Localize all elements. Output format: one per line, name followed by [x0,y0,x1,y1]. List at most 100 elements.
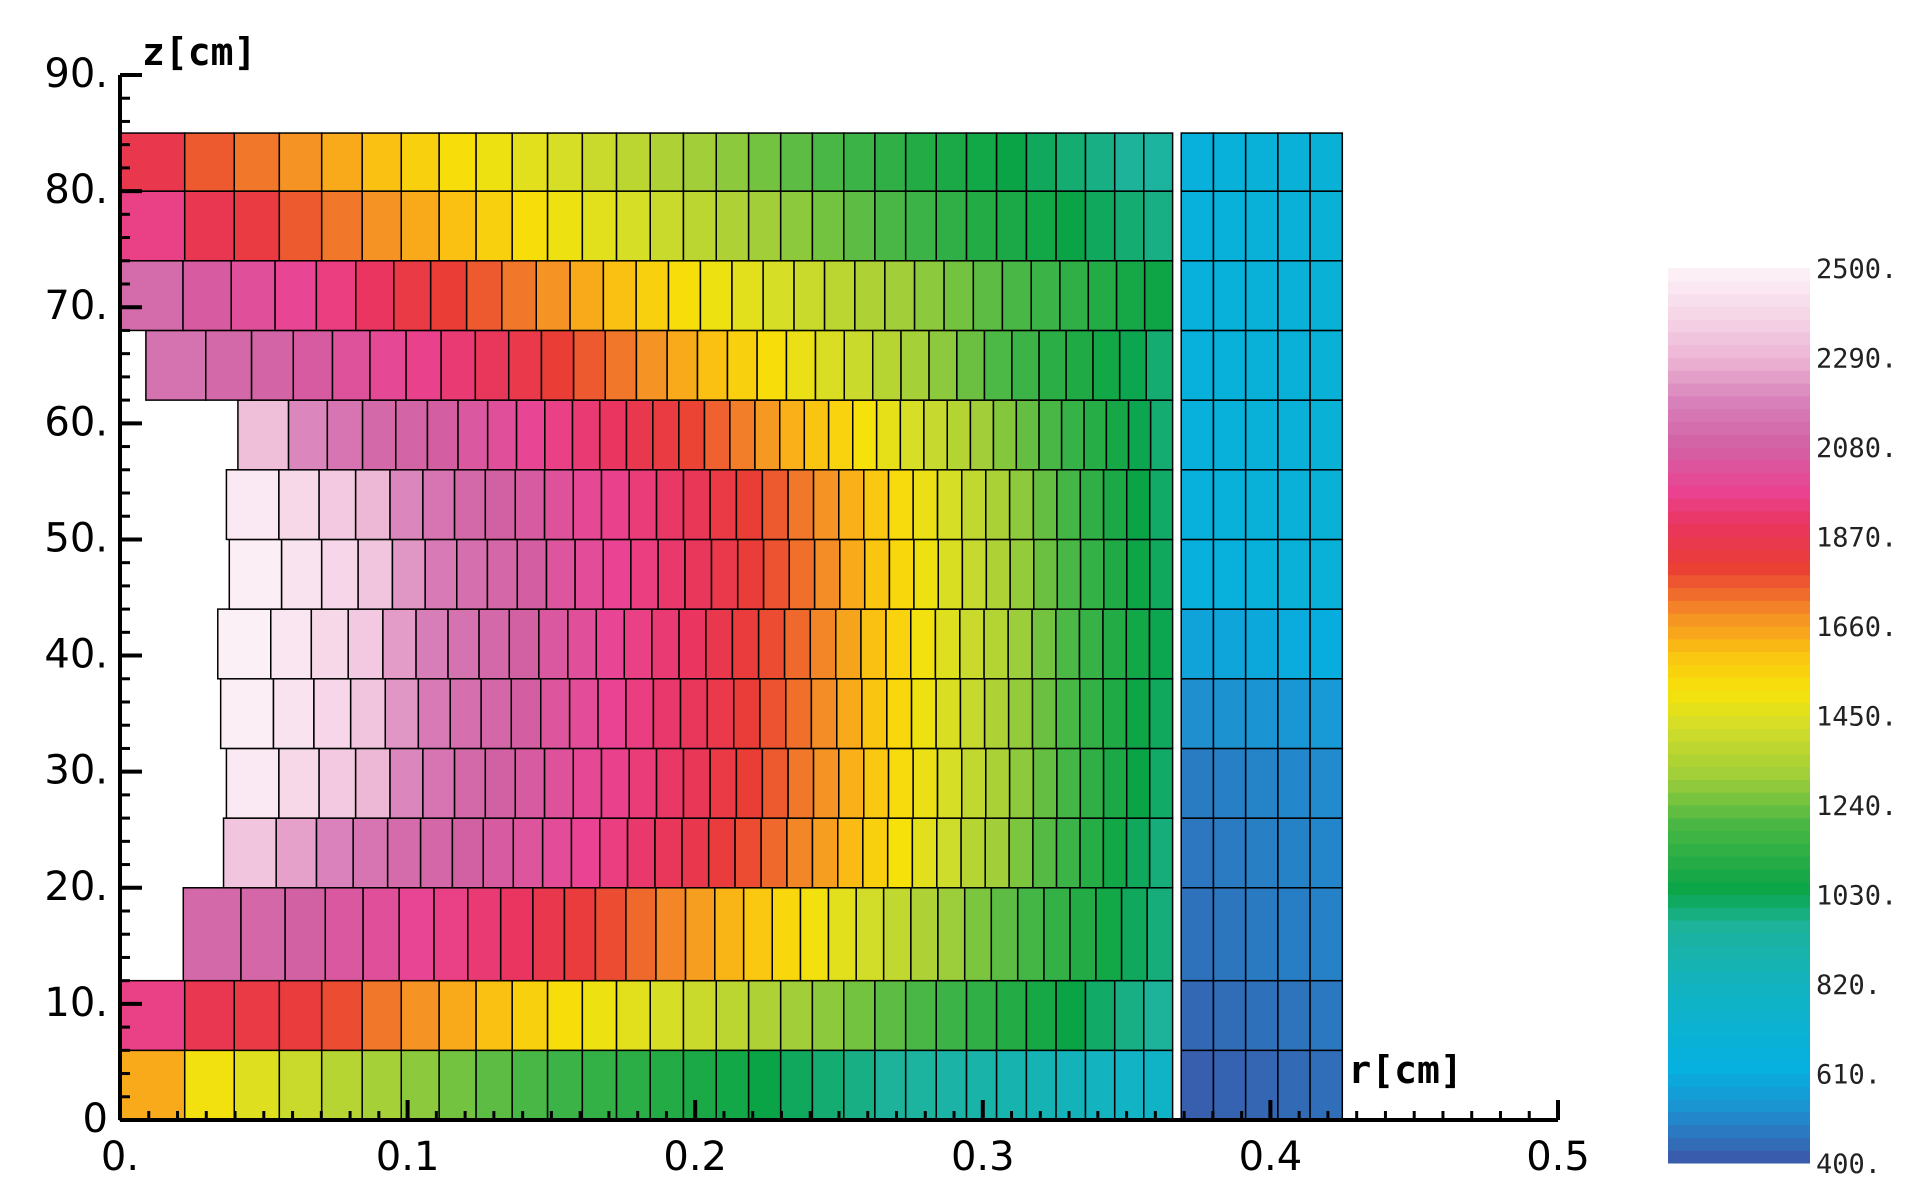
fuel-cell [1079,747,1105,819]
cladding-cell [1277,329,1311,401]
fuel-cell [937,887,966,982]
fuel-cell [183,979,236,1052]
cladding-cell [1212,608,1247,680]
fuel-cell [983,608,1009,680]
fuel-cell [1008,469,1035,541]
fuel-cell [499,887,534,982]
fuel-cell [510,678,542,750]
fuel-cell [984,817,1010,889]
fuel-cell [1143,132,1174,192]
colorbar-band [1668,868,1810,883]
fuel-cell [484,469,517,541]
cladding-cell [1212,1049,1247,1121]
fuel-cell [965,190,998,262]
fuel-cell [615,190,651,262]
colorbar-band [1668,907,1810,921]
fuel-cell [1143,979,1174,1052]
fuel-cell [278,1049,323,1121]
colorbar-band [1668,434,1810,448]
fuel-cell [467,887,502,982]
fuel-cell [855,887,885,982]
fuel-cell [545,538,576,610]
fuel-cell [1032,817,1058,889]
fuel-cell [1120,887,1148,982]
fuel-cell [649,190,685,262]
fuel-cell [453,747,487,819]
fuel-cell [278,747,320,819]
fuel-cell [649,979,685,1052]
fuel-cell [1079,538,1105,610]
fuel-cell [715,1049,750,1121]
fuel-cell [278,190,323,262]
fuel-cell [785,678,813,750]
fuel-cell [731,260,764,332]
fuel-cell [666,329,699,401]
colorbar-label: 1030. [1816,881,1897,912]
cladding-cell [1309,329,1344,401]
fuel-cell [1125,469,1151,541]
fuel-cell [935,190,968,262]
fuel-cell [419,817,454,889]
fuel-cell [543,469,575,541]
cladding-cell [1244,608,1279,680]
fuel-cell [572,747,603,819]
fuel-cell [438,132,477,192]
fuel-cell [1148,747,1174,819]
x-tick-label: 0.5 [1526,1134,1590,1179]
fuel-cell [465,260,503,332]
fuel-cell [1032,469,1058,541]
fuel-cell [754,399,781,471]
fuel-cell [630,538,659,610]
fuel-cell [1055,817,1081,889]
fuel-cell [703,399,731,471]
fuel-cell [836,678,863,750]
colorbar-band [1668,574,1810,589]
fuel-cell [959,678,986,750]
fuel-cell [813,538,841,610]
y-tick-label: 20. [44,864,108,910]
cladding-cell [1309,817,1344,889]
fuel-cell [287,399,329,471]
fuel-cell [237,399,290,471]
fuel-cell [863,747,890,819]
fuel-cell [391,538,426,610]
fuel-cell [429,260,468,332]
y-tick-label: 40. [44,632,108,678]
fuel-cell [233,132,281,192]
y-tick-label: 30. [44,748,108,794]
fuel-cell [655,747,685,819]
fuel-cell [874,979,907,1052]
fuel-cell [1084,132,1116,192]
fuel-cell [935,678,962,750]
fuel-cell [508,608,540,680]
fuel-cell [887,747,914,819]
fuel-cell [182,887,242,982]
fuel-cell [389,747,424,819]
colorbar-band [1668,932,1810,947]
fuel-cell [863,538,891,610]
fuel-cell [1056,747,1082,819]
fuel-cell [1011,329,1040,401]
fuel-cell [886,678,913,750]
x-tick-label: 0.4 [1239,1134,1303,1179]
fuel-cell [511,1049,549,1121]
colorbar-label: 2500. [1816,254,1897,285]
fuel-cell [274,260,318,332]
fuel-cell [480,678,513,750]
fuel-cell [1025,132,1057,192]
fuel-cell [874,1049,907,1121]
fuel-cell [1143,190,1174,262]
fuel-cell [313,678,352,750]
colorbar-band [1668,331,1810,346]
fuel-cell [706,678,735,750]
fuel-cell [990,887,1019,982]
cladding-cell [1277,979,1311,1052]
fuel-cell [228,538,283,610]
cladding-cell [1309,132,1344,192]
fuel-cell [785,329,817,401]
cladding-cell [1244,747,1279,819]
fuel-cell [516,538,548,610]
fuel-cell [1103,538,1128,610]
colorbar-band [1668,1150,1810,1164]
fuel-cell [538,608,569,680]
